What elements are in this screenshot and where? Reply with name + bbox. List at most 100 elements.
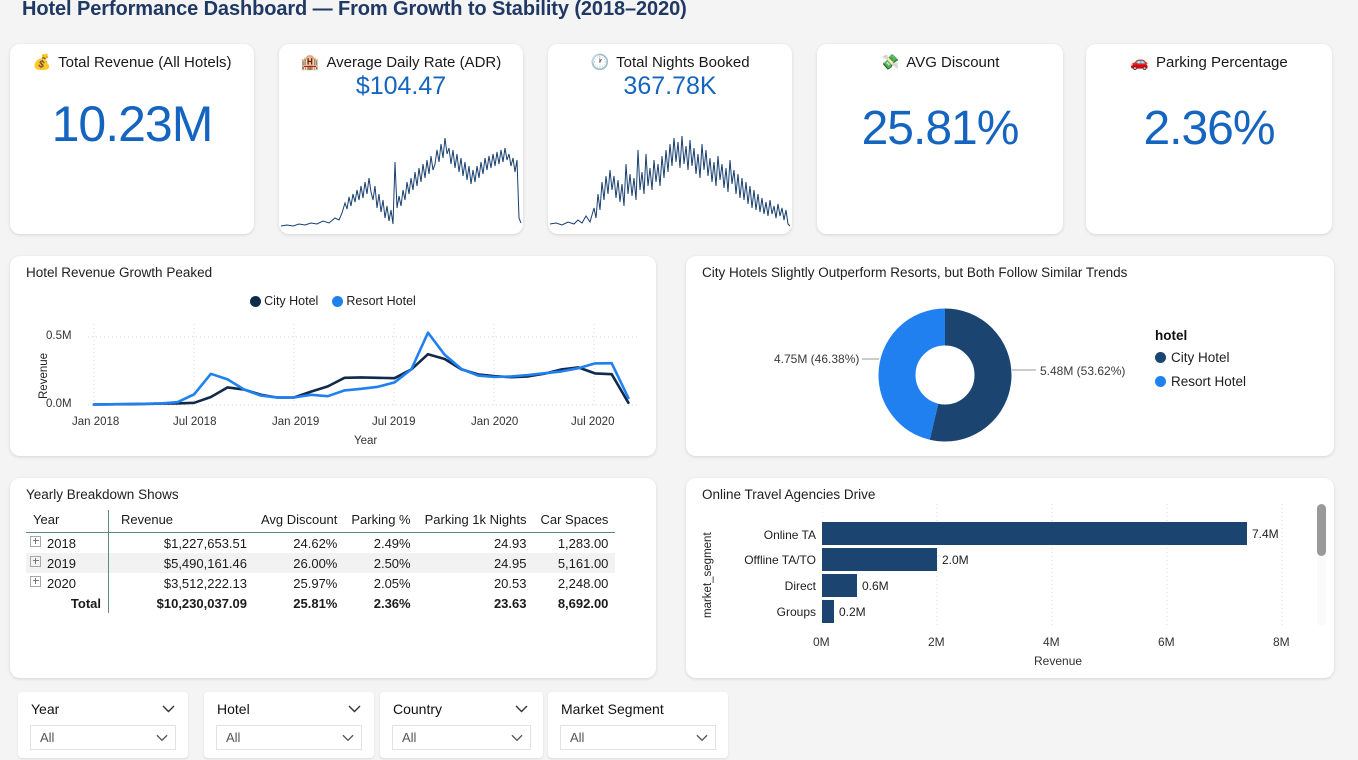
x-tick-8M: 8M [1273, 635, 1290, 649]
filter-card-market-segment: Market Segment All [548, 692, 728, 758]
legend-item-city-hotel[interactable]: City Hotel [1154, 350, 1246, 365]
chevron-down-icon[interactable] [348, 705, 361, 713]
x-tick-6M: 6M [1158, 635, 1175, 649]
bar-online-ta[interactable] [822, 522, 1247, 545]
donut-callout-resort: 4.75M (46.38%) [774, 352, 860, 366]
bar-x-axis-title: Revenue [1034, 654, 1083, 668]
sparkline-nights-booked [549, 135, 791, 227]
filter-label: Hotel [217, 701, 250, 717]
table-row[interactable]: 2020 $3,512,222.13 25.97% 2.05% 20.53 2,… [26, 573, 615, 593]
money-bag-icon: 💰 [32, 54, 52, 71]
x-axis-title: Year [354, 435, 378, 447]
filter-value: All [40, 730, 55, 745]
kpi-header: 💸 AVG Discount [817, 44, 1063, 71]
column-header-parking-pct[interactable]: Parking % [351, 512, 411, 527]
chevron-down-icon[interactable] [515, 705, 528, 713]
bar-chart-scrollbar[interactable] [1317, 504, 1326, 626]
panel-market-segment-bar-chart: Online Travel Agencies Drive market_segm… [686, 478, 1334, 678]
x-tick-jan-2019: Jan 2019 [272, 416, 320, 428]
legend-swatch-resort-hotel [332, 295, 344, 307]
cell-parking-1k-nights: 24.93 [493, 535, 527, 551]
cell-total-parking-1k-nights: 23.63 [493, 595, 527, 611]
chevron-down-icon[interactable] [696, 734, 708, 742]
bar-value-online-ta: 7.4M [1252, 527, 1279, 541]
bar-value-groups: 0.2M [839, 605, 866, 619]
bar-value-offline-ta-to: 2.0M [942, 553, 969, 567]
column-header-revenue[interactable]: Revenue [108, 510, 254, 533]
panel-title: City Hotels Slightly Outperform Resorts,… [702, 265, 1128, 280]
kpi-card-total-revenue: 💰 Total Revenue (All Hotels) 10.23M [10, 44, 254, 234]
panel-revenue-line-chart: Hotel Revenue Growth Peaked City Hotel R… [10, 256, 656, 456]
legend-item-resort-hotel[interactable]: Resort Hotel [1154, 374, 1246, 389]
x-tick-jul-2018: Jul 2018 [173, 416, 217, 428]
legend-item-city-hotel[interactable]: City Hotel [250, 294, 318, 308]
legend-item-resort-hotel[interactable]: Resort Hotel [332, 294, 416, 308]
filter-value: All [226, 730, 241, 745]
expand-row-icon[interactable] [30, 555, 41, 567]
bar-groups[interactable] [822, 600, 834, 623]
filter-label: Market Segment [561, 701, 664, 717]
panel-title: Yearly Breakdown Shows [26, 487, 179, 502]
cell-year: 2019 [47, 555, 76, 571]
panel-yearly-breakdown-table: Yearly Breakdown Shows Year Revenue Avg … [10, 478, 656, 678]
cell-car-spaces: 5,161.00 [557, 555, 609, 571]
cell-total-parking-pct: 2.36% [373, 595, 411, 611]
column-header-parking-1k-nights[interactable]: Parking 1k Nights [424, 512, 527, 527]
kpi-header: 🏨 Average Daily Rate (ADR) [279, 44, 523, 71]
bar-chart-scroll-thumb[interactable] [1317, 504, 1326, 556]
table-header-row: Year Revenue Avg Discount Parking % Park… [26, 510, 616, 533]
cell-parking-pct: 2.49% [373, 535, 411, 551]
kpi-label: AVG Discount [906, 54, 1000, 71]
expand-row-icon[interactable] [30, 575, 41, 587]
filter-select-country[interactable]: All [392, 725, 531, 750]
column-header-avg-discount[interactable]: Avg Discount [261, 512, 338, 527]
cell-year: 2018 [47, 535, 76, 551]
expand-row-icon[interactable] [30, 535, 41, 547]
page-title: Hotel Performance Dashboard — From Growt… [22, 0, 687, 20]
chevron-down-icon[interactable] [511, 734, 523, 742]
legend-label: City Hotel [264, 294, 319, 308]
donut-legend-title: hotel [1154, 328, 1188, 343]
cell-avg-discount: 24.62% [293, 535, 338, 551]
bar-direct[interactable] [822, 574, 857, 597]
legend-swatch-resort-hotel [1154, 376, 1166, 387]
kpi-label: Total Revenue (All Hotels) [58, 54, 232, 71]
hotel-building-icon: 🏨 [300, 54, 320, 71]
line-chart-legend: City Hotel Resort Hotel [10, 294, 656, 308]
chevron-down-icon[interactable] [342, 734, 354, 742]
filter-select-year[interactable]: All [30, 725, 176, 750]
kpi-card-avg-discount: 💸 AVG Discount 25.81% [817, 44, 1063, 234]
bar-offline-ta-to[interactable] [822, 548, 937, 571]
money-with-wings-icon: 💸 [880, 54, 900, 71]
legend-swatch-city-hotel [1154, 352, 1166, 363]
chevron-down-icon[interactable] [162, 705, 175, 713]
cell-parking-pct: 2.50% [373, 555, 411, 571]
column-header-year[interactable]: Year [33, 512, 60, 527]
x-tick-0M: 0M [813, 635, 830, 649]
filter-select-hotel[interactable]: All [216, 725, 362, 750]
donut-chart [878, 308, 1012, 442]
kpi-label: Total Nights Booked [616, 54, 750, 71]
cell-avg-discount: 26.00% [293, 555, 338, 571]
table-row[interactable]: 2019 $5,490,161.46 26.00% 2.50% 24.95 5,… [26, 553, 616, 573]
filter-select-market-segment[interactable]: All [560, 725, 716, 750]
bar-category-online-ta: Online TA [763, 528, 816, 542]
cell-year: 2020 [47, 575, 76, 591]
x-tick-jan-2020: Jan 2020 [471, 416, 519, 428]
cell-avg-discount: 25.97% [293, 575, 338, 591]
legend-label: City Hotel [1170, 350, 1230, 365]
line-chart-plot [88, 324, 640, 406]
table-row[interactable]: 2018 $1,227,653.51 24.62% 2.49% 24.93 1,… [26, 532, 615, 553]
kpi-header: 🚗 Parking Percentage [1086, 44, 1332, 71]
column-header-car-spaces[interactable]: Car Spaces [540, 512, 609, 527]
legend-label: Resort Hotel [346, 294, 416, 308]
chevron-down-icon[interactable] [156, 734, 168, 742]
panel-title: Online Travel Agencies Drive [702, 487, 876, 502]
kpi-value: 10.23M [51, 96, 214, 152]
cell-total-avg-discount: 25.81% [293, 595, 338, 611]
legend-swatch-city-hotel [250, 295, 262, 307]
cell-total-revenue: $10,230,037.09 [108, 593, 254, 613]
cell-revenue: $3,512,222.13 [108, 573, 254, 593]
sparkline-adr [280, 137, 522, 227]
